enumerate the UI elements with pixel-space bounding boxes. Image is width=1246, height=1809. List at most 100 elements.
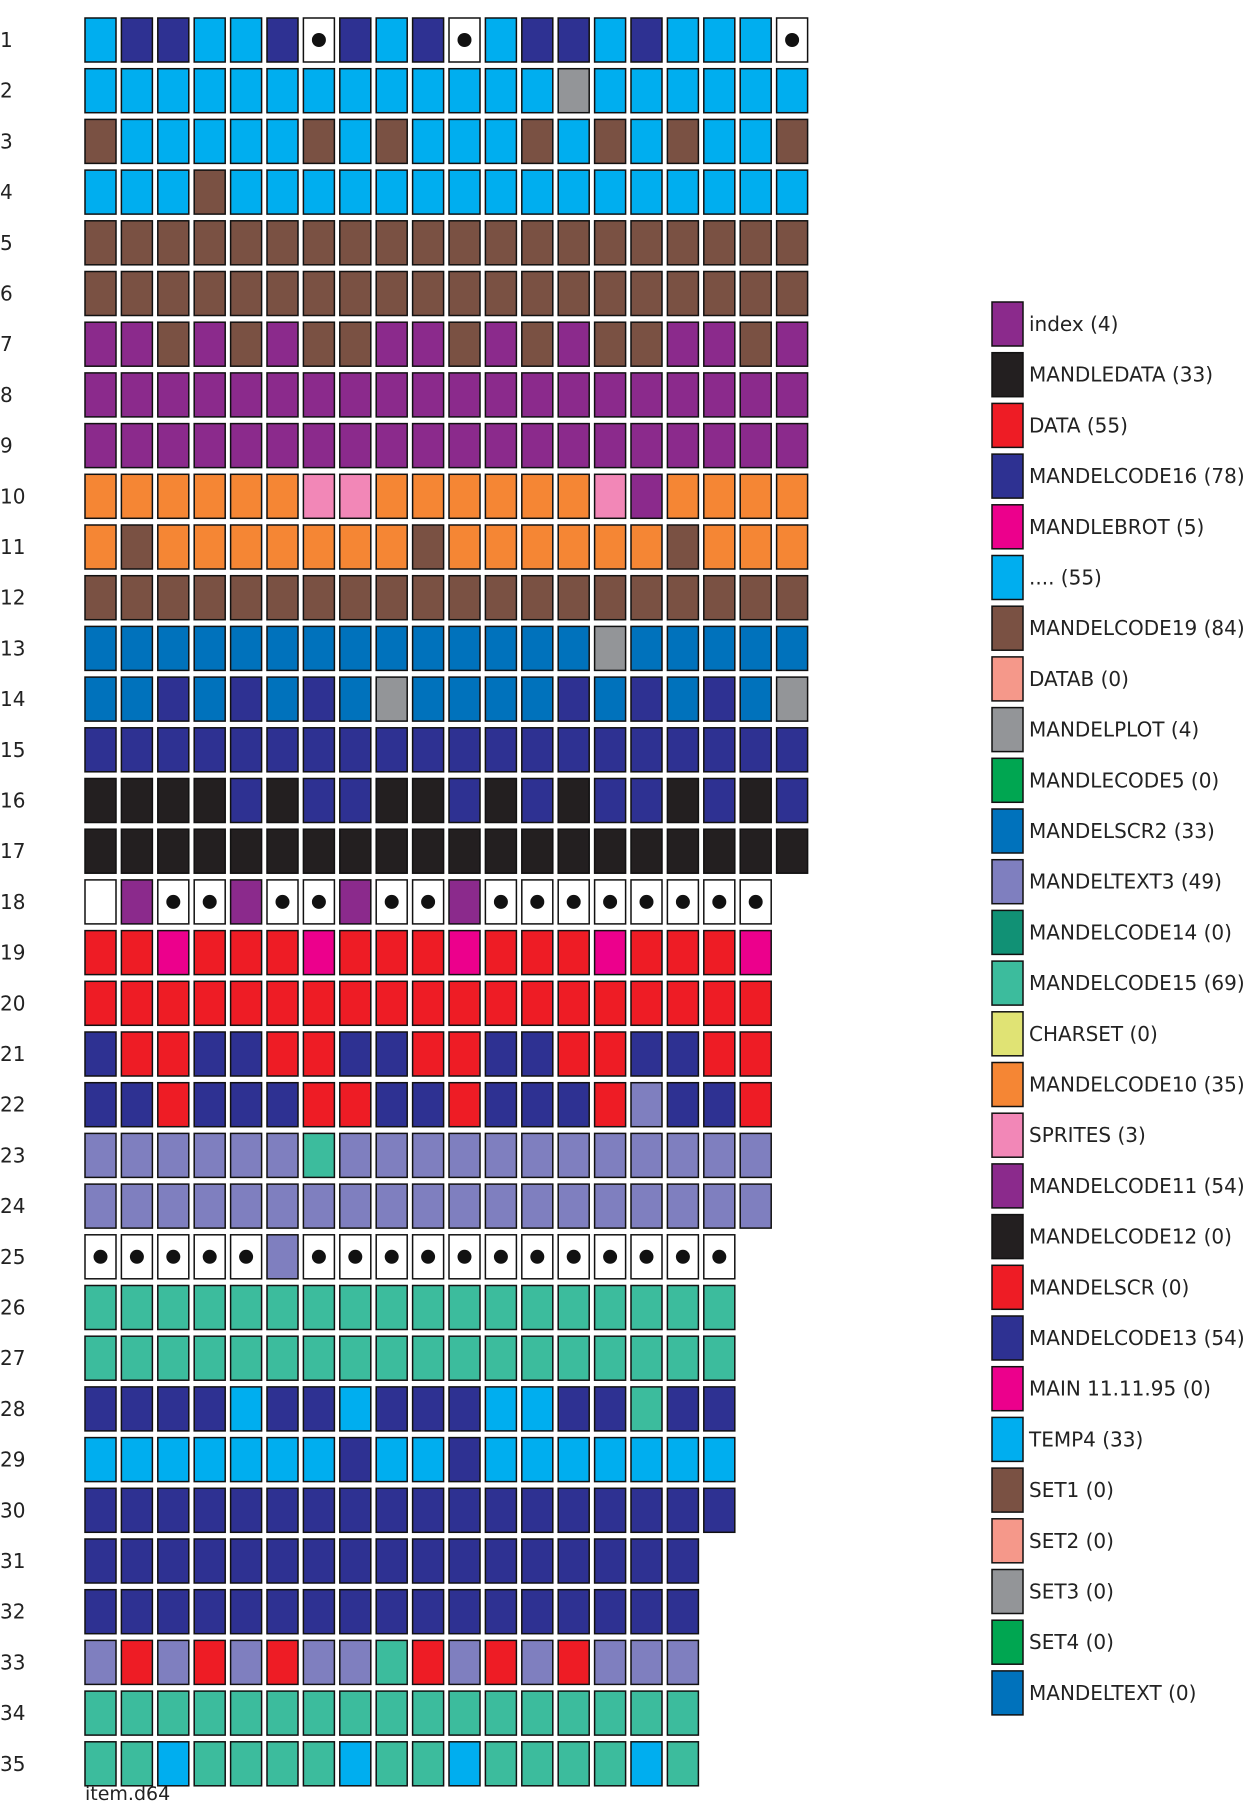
legend-label: MANDLECODE5 (0) [1029, 768, 1219, 792]
sector-cell [666, 574, 700, 621]
sector-cell [739, 118, 772, 165]
track-label: 12 [0, 586, 25, 610]
sector-cell [339, 625, 372, 672]
sector-cell [84, 1487, 117, 1534]
sector-cell [375, 727, 408, 773]
sector-cell [739, 524, 772, 570]
sector-cell [557, 422, 590, 469]
sector-cell [84, 574, 117, 621]
legend-label: MANDELCODE15 (69) [1029, 971, 1245, 995]
sector-cell [84, 1386, 117, 1432]
sector-cell [739, 220, 772, 266]
sector-cell [666, 67, 700, 114]
sector-cell [302, 169, 336, 215]
sector-cell [630, 879, 663, 925]
sector-cell [484, 118, 518, 165]
sector-cell [411, 1538, 445, 1584]
sector-cell [302, 625, 336, 672]
sector-cell [521, 828, 554, 874]
sector-cell [266, 1031, 299, 1077]
sector-cell [557, 1132, 590, 1179]
sector-cell [448, 828, 481, 874]
sector-cell [157, 524, 190, 570]
sector-cell [84, 1335, 117, 1381]
track-label: 3 [0, 129, 13, 153]
sector-cell [375, 220, 408, 266]
sector-cell [266, 1183, 299, 1229]
sector-cell [557, 473, 590, 520]
sector-cell [739, 321, 772, 367]
sector-cell [411, 524, 445, 570]
sector-cell [630, 473, 663, 520]
sector-cell [120, 169, 154, 215]
sector-cell [739, 929, 772, 976]
sector-cell [266, 220, 299, 266]
sector-cell [266, 321, 299, 367]
sector-cell [521, 1031, 554, 1077]
sector-cell [375, 118, 408, 165]
sector-cell [703, 118, 736, 165]
track-label: 2 [0, 79, 13, 103]
sector-cell [120, 118, 154, 165]
sector-cell [302, 1386, 336, 1432]
sector-cell [339, 1639, 372, 1686]
sector-cell [630, 727, 663, 773]
sector-cell [339, 1335, 372, 1381]
sector-cell [193, 1588, 226, 1635]
sector-cell [375, 777, 408, 824]
sector-cell [557, 777, 590, 824]
sector-cell [302, 473, 336, 520]
sector-dot [603, 894, 618, 909]
sector-cell [703, 372, 736, 418]
sector-cell [375, 1386, 408, 1432]
sector-cell [411, 1639, 445, 1686]
sector-cell [120, 980, 154, 1027]
sector-cell [593, 372, 627, 418]
sector-cell [193, 1081, 226, 1128]
sector-cell [521, 625, 554, 672]
sector-cell [703, 1284, 736, 1331]
legend-label: MANDELCODE19 (84) [1029, 616, 1245, 640]
track-label: 20 [0, 991, 25, 1015]
sector-cell [666, 321, 700, 367]
sector-dot [566, 1249, 581, 1264]
sector-cell [229, 1183, 263, 1229]
sector-cell [193, 473, 226, 520]
sector-cell [521, 929, 554, 976]
sector-cell [411, 1132, 445, 1179]
legend-swatch [991, 1619, 1024, 1665]
sector-cell [521, 1132, 554, 1179]
sector-cell [120, 879, 154, 925]
sector-cell [229, 625, 263, 672]
sector-cell [229, 1335, 263, 1381]
sector-cell [157, 220, 190, 266]
sector-cell [339, 1386, 372, 1432]
sector-cell [120, 676, 154, 722]
sector-cell [521, 1639, 554, 1686]
sector-cell [521, 1183, 554, 1229]
sector-cell [521, 169, 554, 215]
sector-cell [302, 1741, 336, 1787]
sector-cell [630, 676, 663, 722]
sector-cell [484, 625, 518, 672]
sector-cell [339, 118, 372, 165]
sector-cell [229, 321, 263, 367]
legend-label: MANDELCODE16 (78) [1029, 464, 1245, 488]
sector-cell [375, 1132, 408, 1179]
sector-cell [302, 980, 336, 1027]
legend-swatch [991, 1213, 1024, 1260]
sector-cell [302, 777, 336, 824]
sector-cell [775, 422, 809, 469]
legend-swatch [991, 1568, 1024, 1615]
sector-cell [375, 473, 408, 520]
sector-cell [775, 828, 809, 874]
sector-cell [302, 1487, 336, 1534]
sector-cell [557, 1183, 590, 1229]
sector-cell [157, 625, 190, 672]
track-label: 22 [0, 1093, 25, 1117]
sector-cell [302, 1588, 336, 1635]
sector-cell [521, 473, 554, 520]
sector-cell [84, 422, 117, 469]
sector-cell [557, 321, 590, 367]
sector-cell [266, 422, 299, 469]
